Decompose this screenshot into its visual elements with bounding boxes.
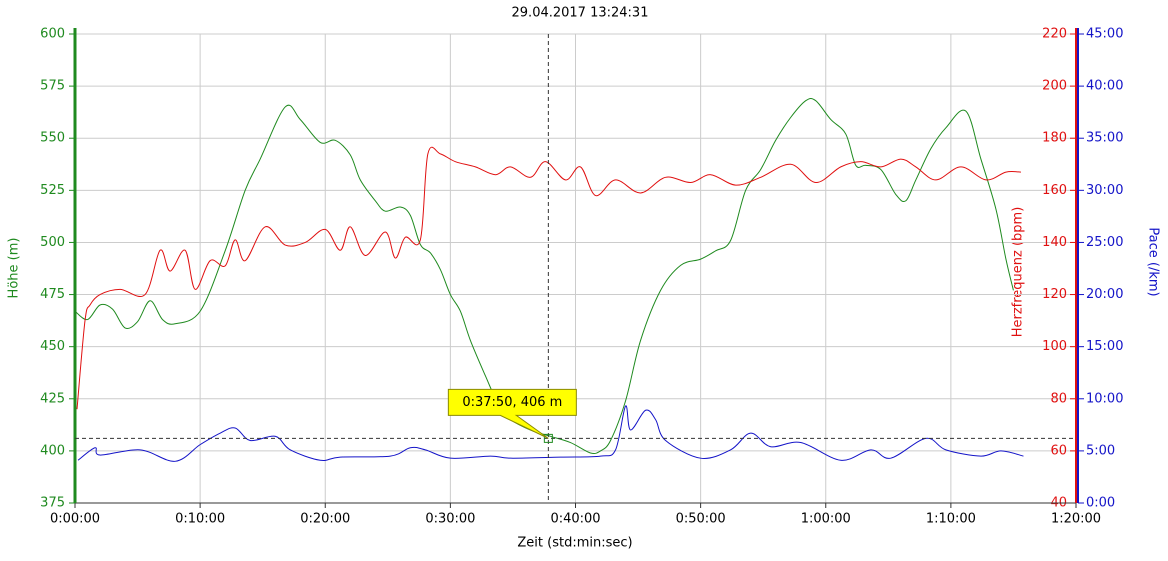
y3-tick-label: 5:00 [1086,443,1115,458]
y2-tick-label: 60 [1050,443,1067,458]
y2-axis-label: Herzfrequenz (bpm) [1011,207,1026,338]
chart-title: 29.04.2017 13:24:31 [512,6,649,21]
y-tick-label: 400 [40,443,65,458]
x-tick-label: 0:20:00 [300,512,350,527]
y2-tick-label: 180 [1042,131,1067,146]
y2-tick-label: 140 [1042,235,1067,250]
y3-tick-label: 25:00 [1086,235,1123,250]
marker [543,433,553,443]
tooltip-text: 0:37:50, 406 m [462,395,562,410]
y-tick-label: 425 [40,391,65,406]
y2-tick-label: 160 [1042,183,1067,198]
y3-tick-label: 45:00 [1086,27,1123,42]
x-tick-label: 1:00:00 [801,512,851,527]
y3-tick-label: 35:00 [1086,131,1123,146]
y3-tick-label: 0:00 [1086,496,1115,511]
tooltip [447,388,577,439]
y2-tick-label: 120 [1042,287,1067,302]
y-tick-label: 525 [40,183,65,198]
x-axis-label: Zeit (std:min:sec) [517,536,632,551]
y2-tick-label: 220 [1042,27,1067,42]
x-tick-label: 0:50:00 [676,512,726,527]
y-tick-label: 500 [40,235,65,250]
y3-tick-label: 40:00 [1086,79,1123,94]
y-tick-label: 575 [40,79,65,94]
y3-tick-label: 15:00 [1086,339,1123,354]
y3-tick-label: 20:00 [1086,287,1123,302]
y-tick-label: 550 [40,131,65,146]
y-tick-label: 600 [40,27,65,42]
y2-tick-label: 100 [1042,339,1067,354]
x-tick-label: 1:10:00 [926,512,976,527]
series-line [77,405,1024,462]
x-tick-label: 0:00:00 [50,512,100,527]
x-tick-label: 0:40:00 [550,512,600,527]
y-tick-label: 475 [40,287,65,302]
y3-tick-label: 10:00 [1086,391,1123,406]
y3-axis-label: Pace (/km) [1146,227,1161,296]
y-axis-label: Höhe (m) [7,238,22,299]
y2-tick-label: 200 [1042,79,1067,94]
y2-tick-label: 80 [1050,391,1067,406]
x-tick-label: 0:10:00 [175,512,225,527]
y3-tick-label: 30:00 [1086,183,1123,198]
x-tick-label: 1:20:00 [1051,512,1101,527]
series-line [76,146,1021,410]
y-tick-label: 375 [40,496,65,511]
y-tick-label: 450 [40,339,65,354]
x-tick-label: 0:30:00 [425,512,475,527]
